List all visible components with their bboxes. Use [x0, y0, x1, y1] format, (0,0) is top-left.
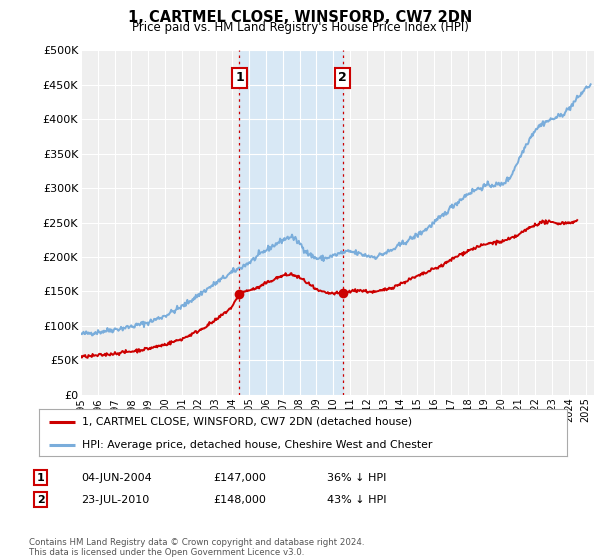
Text: £147,000: £147,000 [213, 473, 266, 483]
Text: £148,000: £148,000 [213, 494, 266, 505]
Text: 1: 1 [235, 72, 244, 85]
Text: HPI: Average price, detached house, Cheshire West and Chester: HPI: Average price, detached house, Ches… [82, 440, 433, 450]
Text: 04-JUN-2004: 04-JUN-2004 [81, 473, 152, 483]
Text: 1: 1 [37, 473, 44, 483]
Text: 2: 2 [37, 494, 44, 505]
Text: 23-JUL-2010: 23-JUL-2010 [81, 494, 149, 505]
Text: 2: 2 [338, 72, 347, 85]
Text: Price paid vs. HM Land Registry's House Price Index (HPI): Price paid vs. HM Land Registry's House … [131, 21, 469, 34]
Bar [239, 50, 343, 395]
Text: 1, CARTMEL CLOSE, WINSFORD, CW7 2DN: 1, CARTMEL CLOSE, WINSFORD, CW7 2DN [128, 10, 472, 25]
Text: 36% ↓ HPI: 36% ↓ HPI [327, 473, 386, 483]
Text: Contains HM Land Registry data © Crown copyright and database right 2024.
This d: Contains HM Land Registry data © Crown c… [29, 538, 364, 557]
Text: 43% ↓ HPI: 43% ↓ HPI [327, 494, 386, 505]
Text: 1, CARTMEL CLOSE, WINSFORD, CW7 2DN (detached house): 1, CARTMEL CLOSE, WINSFORD, CW7 2DN (det… [82, 417, 412, 427]
